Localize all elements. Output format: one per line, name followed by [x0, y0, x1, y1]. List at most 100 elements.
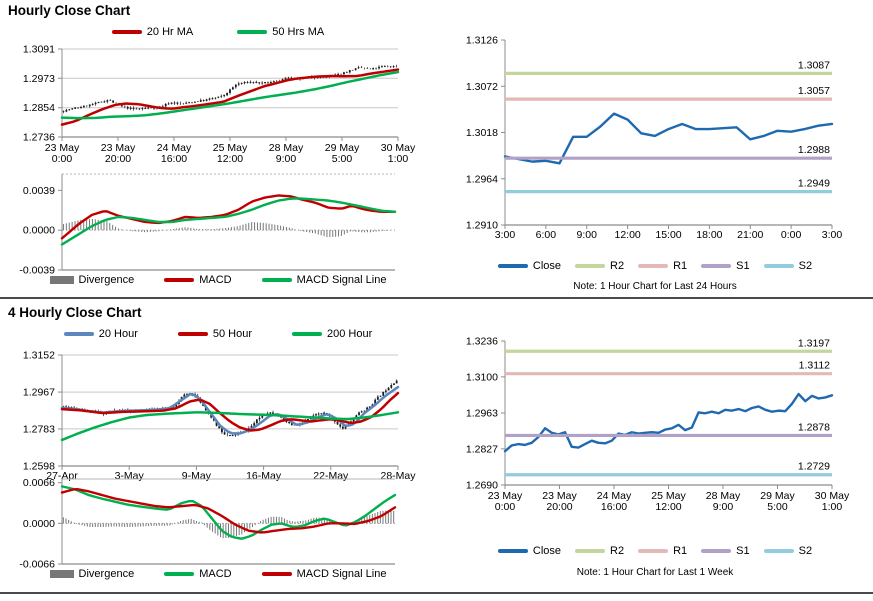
y-tick-label: -0.0066	[19, 559, 55, 571]
legend-item-200-hour: 200 Hour	[292, 328, 372, 340]
line-swatch-icon	[575, 549, 606, 553]
x-tick-label: 9:00	[276, 153, 297, 165]
line-swatch-icon	[292, 332, 322, 336]
x-tick-label: 0:00	[52, 153, 73, 165]
x-tick-label: 18:00	[696, 229, 722, 241]
line-swatch-icon	[701, 549, 732, 553]
y-tick-label: 1.2910	[466, 220, 498, 232]
y-tick-label: 1.2736	[23, 132, 55, 144]
x-tick-label: 12:00	[655, 501, 681, 513]
legend-label: 20 Hr MA	[146, 26, 194, 38]
legend-label: MACD	[199, 568, 232, 580]
line-swatch-icon	[111, 30, 142, 34]
x-tick-label: 30 May	[815, 490, 850, 502]
x-tick-label: 1:00	[388, 153, 409, 165]
x-tick-label: 24 May	[157, 142, 192, 154]
y-tick-label: 1.2598	[23, 461, 55, 473]
ma-line-50-hour	[60, 391, 400, 432]
legend-label: 20 Hour	[98, 328, 138, 340]
legend-item-s2: S2	[763, 260, 813, 272]
line-swatch-icon	[763, 549, 794, 553]
x-tick-label: 6:00	[536, 229, 557, 241]
close-line	[503, 112, 834, 165]
x-tick-label: 24 May	[597, 490, 632, 502]
level-label-r1: 1.3057	[798, 85, 830, 97]
legend-item-divergence: Divergence	[49, 274, 134, 286]
legend-item-50-hour: 50 Hour	[177, 328, 252, 340]
x-tick-label: 0:00	[495, 501, 516, 513]
y-tick-label: 1.2973	[23, 73, 55, 85]
ma-line-200-hour	[60, 411, 400, 442]
legend-item-macd: MACD	[164, 274, 232, 286]
ma-line-20-hr-ma	[60, 68, 400, 126]
line-swatch-icon	[701, 264, 732, 268]
legend-item-divergence: Divergence	[49, 568, 134, 580]
bar-swatch-icon	[49, 276, 74, 284]
section-divider-bottom	[0, 592, 873, 594]
y-tick-label: 0.0000	[23, 225, 55, 237]
four-hourly-close-chart-panel: 4 Hourly Close Chart 20 Hour 50 Hour 200 H…	[0, 302, 436, 592]
weekly-pivot-note: Note: 1 Hour Chart for Last 1 Week	[576, 567, 734, 578]
y-tick-label: 0.0039	[23, 185, 55, 197]
x-tick-label: 3:00	[495, 229, 516, 241]
four-hourly-chart-title: 4 Hourly Close Chart	[8, 305, 142, 320]
y-tick-label: 1.2963	[466, 408, 498, 420]
y-tick-label: 1.3126	[466, 35, 498, 47]
y-tick-label: -0.0039	[19, 265, 55, 277]
macd-line	[60, 194, 397, 240]
legend-label: MACD Signal Line	[296, 274, 387, 286]
legend-label: R1	[673, 545, 688, 557]
x-tick-label: 12:00	[217, 153, 243, 165]
four-hourly-macd-chart: 0.0066 0.0000 -0.0066	[19, 477, 397, 571]
four-hourly-ma-legend: 20 Hour 50 Hour 200 Hour	[0, 328, 436, 340]
x-tick-label: 29 May	[760, 490, 795, 502]
legend-label: MACD Signal Line	[296, 568, 387, 580]
hourly-ma-legend: 20 Hr MA 50 Hrs MA	[0, 26, 436, 38]
legend-item-20-hr-ma: 20 Hr MA	[111, 26, 194, 38]
x-tick-label: 28 May	[706, 490, 741, 502]
section-divider-top	[0, 297, 873, 299]
line-swatch-icon	[177, 332, 208, 336]
legend-label: S2	[798, 545, 813, 557]
line-swatch-icon	[164, 278, 195, 282]
legend-label: Close	[532, 545, 562, 557]
x-tick-label: 12:00	[614, 229, 640, 241]
legend-item-macd-signal-line: MACD Signal Line	[261, 568, 387, 580]
ma-line-50-hrs-ma	[60, 70, 400, 120]
legend-label: 200 Hour	[327, 328, 373, 340]
y-tick-label: 1.3091	[23, 44, 55, 56]
four-hourly-macd-legend: Divergence MACD MACD Signal Line	[0, 568, 436, 580]
line-swatch-icon	[164, 572, 195, 576]
close-line	[503, 392, 834, 453]
legend-label: S2	[798, 260, 813, 272]
y-tick-label: 1.3018	[466, 127, 498, 139]
level-label-s1: 1.2988	[798, 144, 830, 156]
x-tick-label: 23 May	[542, 490, 577, 502]
x-tick-label: 3:00	[822, 229, 843, 241]
line-swatch-icon	[575, 264, 606, 268]
legend-label: R2	[610, 545, 625, 557]
ma-line-20-hour	[60, 385, 400, 435]
x-tick-label: 16:00	[601, 501, 627, 513]
y-tick-label: 0.0000	[23, 518, 55, 530]
x-tick-label: 25 May	[651, 490, 686, 502]
x-tick-label: 16:00	[161, 153, 187, 165]
line-swatch-icon	[261, 278, 292, 282]
x-tick-label: 9:00	[713, 501, 734, 513]
legend-label: MACD	[199, 274, 232, 286]
line-swatch-icon	[237, 30, 268, 34]
legend-item-50-hrs-ma: 50 Hrs MA	[237, 26, 324, 38]
x-tick-label: 23 May	[45, 142, 80, 154]
level-label-r2: 1.3197	[798, 337, 830, 349]
weekly-pivot-legend: Close R2 R1 S1 S2	[437, 545, 873, 557]
legend-item-macd-signal-line: MACD Signal Line	[261, 274, 387, 286]
legend-item-s1: S1	[701, 260, 750, 272]
y-tick-label: 1.2827	[466, 443, 498, 455]
legend-label: R2	[610, 260, 625, 272]
legend-label: S1	[736, 545, 750, 557]
legend-label: Close	[532, 260, 562, 272]
